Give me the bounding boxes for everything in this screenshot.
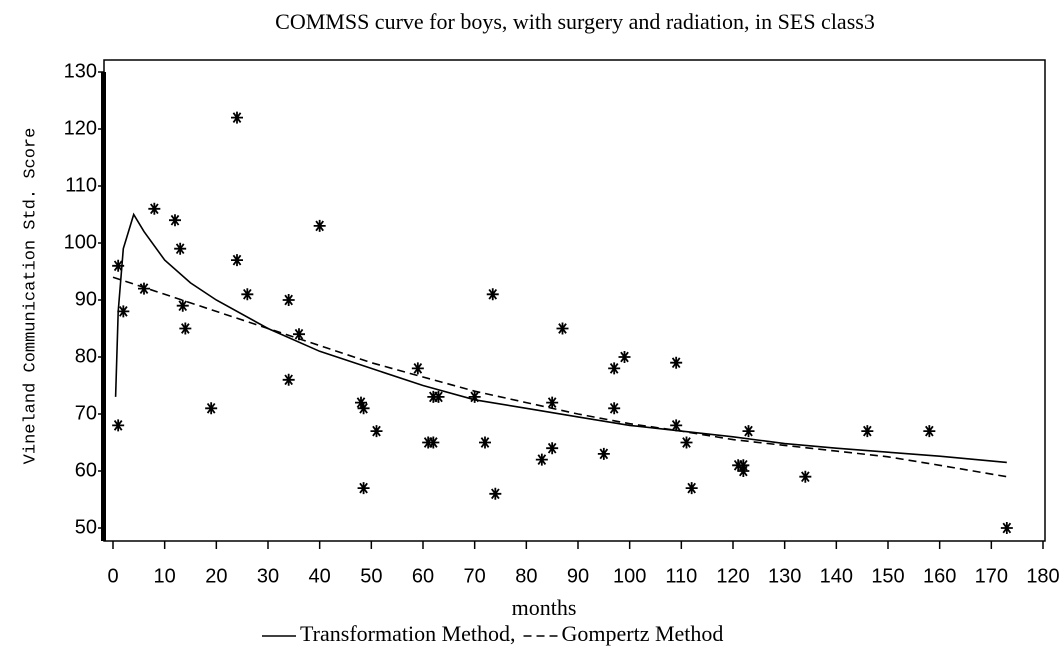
data-point [427, 436, 440, 449]
x-tick-label: 90 [567, 565, 589, 587]
y-tick-label: 80 [75, 345, 97, 367]
data-point [112, 419, 125, 432]
data-point [432, 390, 445, 403]
x-tick-label: 0 [107, 565, 118, 587]
data-point [112, 259, 125, 272]
x-tick-label: 150 [871, 565, 904, 587]
y-axis-label: Vineland Communication Std. Score [21, 128, 40, 465]
data-point [680, 436, 693, 449]
data-point [670, 419, 683, 432]
data-point [176, 299, 189, 312]
x-tick-label: 170 [975, 565, 1008, 587]
y-axis-bar [101, 72, 106, 541]
y-tick-label: 100 [64, 231, 97, 253]
data-point [282, 373, 295, 386]
data-point [685, 482, 698, 495]
fit-line [114, 212, 1007, 464]
x-tick-label: 50 [360, 565, 382, 587]
data-point [742, 425, 755, 438]
data-point [231, 254, 243, 267]
y-tick-label: 90 [75, 288, 97, 310]
y-tick-label: 60 [75, 459, 97, 481]
data-point [174, 242, 187, 255]
fit-line [112, 276, 1007, 478]
chart-title: COMMSS curve for boys, with surgery and … [275, 9, 875, 34]
data-point [618, 351, 631, 363]
data-point [148, 202, 161, 215]
data-point [737, 465, 750, 477]
data-point [179, 322, 192, 335]
data-point [479, 436, 491, 449]
data-point [1000, 522, 1013, 534]
data-point [357, 482, 370, 495]
x-tick-label: 30 [257, 565, 279, 587]
x-tick-label: 110 [665, 565, 697, 587]
data-point [293, 328, 305, 341]
data-point [861, 425, 874, 438]
y-tick-label: 70 [75, 402, 97, 424]
legend-label: Gompertz Method [562, 621, 724, 646]
x-tick-label: 180 [1026, 565, 1059, 587]
y-tick-label: 110 [65, 174, 97, 196]
x-tick-label: 100 [613, 565, 646, 587]
y-tick-label: 50 [75, 516, 97, 538]
data-point [923, 425, 936, 438]
data-point [799, 470, 812, 483]
data-point [608, 362, 621, 375]
y-tick-label: 120 [64, 117, 97, 139]
x-tick-label: 140 [820, 565, 853, 587]
data-point [231, 111, 243, 124]
x-tick-label: 130 [768, 565, 801, 587]
data-point [241, 288, 254, 301]
x-tick-label: 20 [205, 565, 227, 587]
x-tick-label: 60 [412, 565, 434, 587]
data-point [670, 356, 683, 369]
data-point [357, 402, 370, 415]
data-point [370, 425, 383, 438]
x-tick-label: 70 [464, 565, 486, 587]
legend-label: Transformation Method, [300, 621, 516, 646]
plot-frame [103, 59, 1046, 542]
x-tick-label: 120 [716, 565, 749, 587]
data-point [597, 447, 610, 460]
data-point [117, 305, 130, 318]
data-point [411, 362, 424, 375]
data-point [169, 214, 181, 227]
data-point [546, 442, 559, 455]
x-tick-label: 80 [515, 565, 537, 587]
data-point [205, 402, 218, 415]
data-point [313, 219, 326, 232]
data-point [489, 487, 502, 500]
data-point [556, 322, 569, 335]
data-point [468, 390, 481, 403]
x-axis-label: months [512, 595, 577, 620]
data-point [608, 402, 621, 415]
data-point [282, 294, 295, 306]
data-point [486, 288, 499, 301]
y-tick-label: 130 [64, 60, 97, 82]
data-point [355, 396, 367, 409]
data-point [546, 396, 559, 409]
x-tick-label: 10 [154, 565, 176, 587]
x-tick-label: 160 [923, 565, 956, 587]
data-point [138, 282, 150, 295]
x-tick-label: 40 [309, 565, 331, 587]
data-point [535, 453, 548, 466]
